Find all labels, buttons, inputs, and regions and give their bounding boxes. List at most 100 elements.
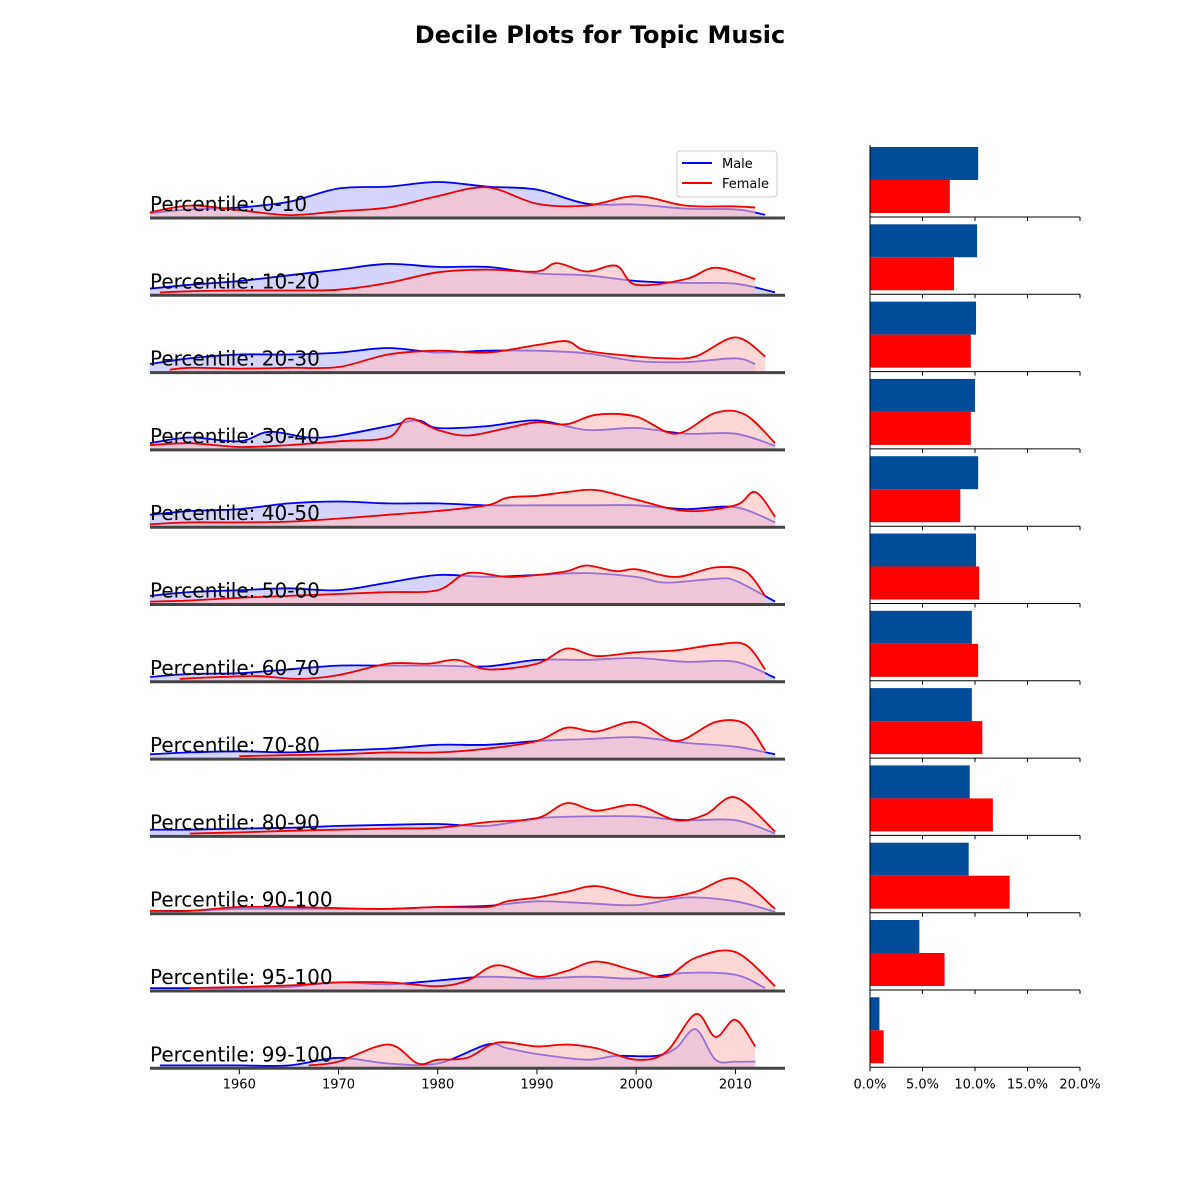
ridge-row: Percentile: 90-100 [149, 877, 785, 916]
row-label: Percentile: 10-20 [150, 269, 320, 293]
x-tick-label: 2000 [620, 1077, 653, 1092]
female-bar [870, 953, 945, 986]
bar-group [869, 688, 1081, 763]
bar-tick-label: 20.0% [1059, 1077, 1100, 1092]
female-density-line [179, 641, 766, 680]
female-bar [870, 1030, 884, 1064]
female-density-line [169, 336, 766, 371]
female-area-fill [150, 410, 776, 449]
legend-label: Female [722, 177, 769, 192]
bar-tick-label: 5.0% [906, 1077, 939, 1092]
female-area-fill [169, 337, 766, 372]
bar-group [869, 301, 1081, 376]
male-density-line [149, 500, 776, 524]
female-density-line [149, 409, 776, 448]
male-bar [870, 842, 969, 876]
bar-group [869, 533, 1081, 608]
ridge-row: Percentile: 80-90 [149, 796, 785, 838]
legend-label: Male [722, 157, 753, 172]
female-area-fill [159, 263, 756, 295]
x-tick-label: 1980 [421, 1077, 454, 1092]
ridge-row: Percentile: 95-100 [150, 949, 785, 993]
female-area-fill [150, 565, 766, 604]
ridge-row: Percentile: 99-100 [150, 1013, 785, 1070]
x-tick-label: 1970 [322, 1077, 355, 1092]
row-label: Percentile: 80-90 [150, 810, 320, 834]
x-tick-label: 1990 [520, 1077, 553, 1092]
male-bar [870, 378, 975, 412]
bar-group [869, 765, 1081, 840]
male-bar [870, 610, 972, 644]
male-bar [870, 533, 977, 567]
female-bar [870, 798, 993, 832]
male-bar [870, 301, 977, 335]
bar-group [869, 456, 1081, 531]
female-area-fill [189, 797, 776, 836]
row-label: Percentile: 95-100 [150, 965, 333, 989]
ridge-row: Percentile: 10-20 [149, 262, 785, 297]
male-bar [870, 920, 920, 953]
legend: Male Female [676, 150, 778, 198]
female-bar [870, 489, 961, 523]
row-label: Percentile: 30-40 [150, 424, 320, 448]
female-bar [870, 411, 971, 445]
x-tick-label: 2010 [719, 1077, 752, 1092]
female-bar [870, 334, 971, 368]
male-bar [870, 224, 978, 258]
female-density-line [189, 949, 776, 989]
female-area-fill [189, 950, 776, 990]
ridge-row: Percentile: 40-50 [149, 488, 785, 529]
female-density-line [149, 186, 756, 217]
row-label: Percentile: 50-60 [150, 579, 320, 603]
ridge-row: Percentile: 20-30 [149, 336, 785, 375]
bar-group [869, 147, 1081, 221]
female-bar [870, 566, 980, 600]
row-label: Percentile: 70-80 [150, 733, 320, 757]
bar-group [869, 920, 1081, 994]
ridge-row: Percentile: 50-60 [149, 564, 785, 606]
bar-tick-label: 10.0% [954, 1077, 995, 1092]
female-bar [870, 257, 954, 291]
bar-group [869, 997, 1081, 1072]
female-density-line [159, 262, 756, 294]
female-bar [870, 643, 979, 677]
ridge-row: Percentile: 30-40 [149, 409, 785, 452]
female-area-fill [179, 642, 766, 681]
female-area-fill [150, 878, 776, 913]
female-area-fill [239, 720, 766, 759]
bar-tick-label: 15.0% [1007, 1077, 1048, 1092]
ridge-plot: Percentile: 0-10 Percentile: 10-20 Percent… [149, 181, 785, 1092]
female-bar [870, 721, 983, 755]
row-label: Percentile: 20-30 [150, 347, 320, 371]
female-density-line [149, 488, 776, 526]
female-area-fill [150, 187, 756, 217]
x-tick-label: 1960 [223, 1077, 256, 1092]
chart-title: Decile Plots for Topic Music [415, 21, 785, 49]
bar-plot: 0.0% 5.0% 10.0% 15.0% 20.0% [853, 145, 1101, 1092]
female-area-fill [308, 1013, 756, 1068]
row-label: Percentile: 99-100 [150, 1042, 333, 1066]
female-density-line [239, 719, 766, 758]
bar-tick-label: 0.0% [853, 1077, 886, 1092]
female-density-line [149, 564, 766, 603]
female-bar [870, 180, 950, 213]
ridge-row: Percentile: 0-10 [149, 181, 785, 220]
bar-group [869, 842, 1081, 917]
male-bar [870, 997, 880, 1031]
female-bar [870, 875, 1010, 909]
female-density-line [149, 877, 776, 912]
ridge-row: Percentile: 60-70 [149, 641, 785, 684]
bar-group [869, 610, 1081, 685]
bar-group [869, 224, 1081, 299]
row-label: Percentile: 60-70 [150, 656, 320, 680]
row-label: Percentile: 40-50 [150, 501, 320, 525]
row-label: Percentile: 0-10 [150, 192, 307, 216]
male-bar [870, 765, 970, 799]
male-bar [870, 688, 972, 722]
female-density-line [308, 1013, 756, 1067]
male-bar [870, 147, 979, 180]
female-density-line [189, 796, 776, 835]
male-bar [870, 456, 979, 490]
ridge-row: Percentile: 70-80 [149, 719, 785, 761]
